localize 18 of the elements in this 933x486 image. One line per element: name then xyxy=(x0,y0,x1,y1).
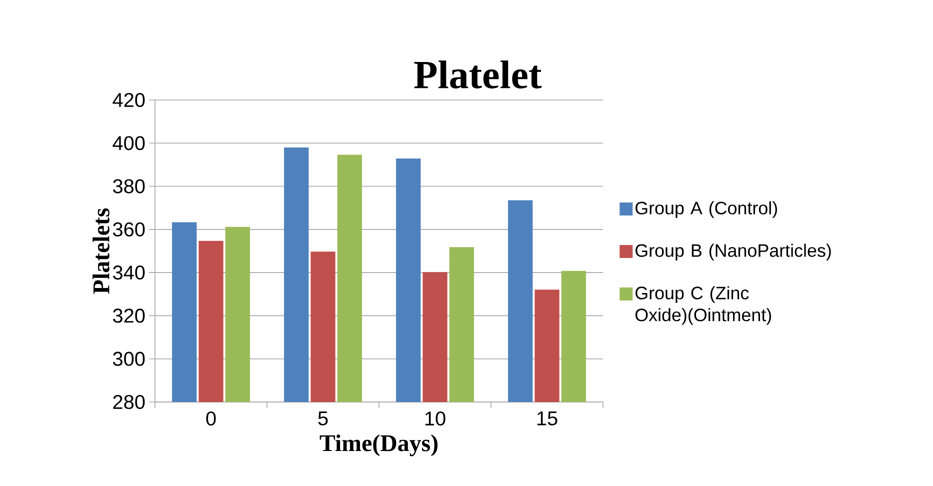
chart-title: Platelet xyxy=(414,60,542,88)
y-tick-label: 300 xyxy=(113,352,145,366)
y-tick-label: 340 xyxy=(113,266,145,280)
y-tick-label: 420 xyxy=(112,92,145,108)
legend-label: Group A (Control) xyxy=(636,201,777,218)
y-tick-label: 320 xyxy=(113,308,145,323)
y-tick-label: 360 xyxy=(113,222,145,236)
x-tick-label: 10 xyxy=(425,412,446,426)
legend-label: Group C (Zinc Oxide)(Ointment) xyxy=(635,286,772,325)
x-tick-label: 15 xyxy=(537,412,558,426)
x-axis-title: Time(Days) xyxy=(320,434,438,456)
x-tick-label: 5 xyxy=(318,412,328,426)
y-tick-label: 380 xyxy=(113,179,145,194)
y-tick-label: 400 xyxy=(112,136,145,150)
legend-label: Group B (NanoParticles) xyxy=(636,244,831,260)
y-axis-title: Platelets xyxy=(92,208,110,294)
x-tick-label: 0 xyxy=(206,412,216,426)
y-tick-label: 280 xyxy=(113,394,145,410)
